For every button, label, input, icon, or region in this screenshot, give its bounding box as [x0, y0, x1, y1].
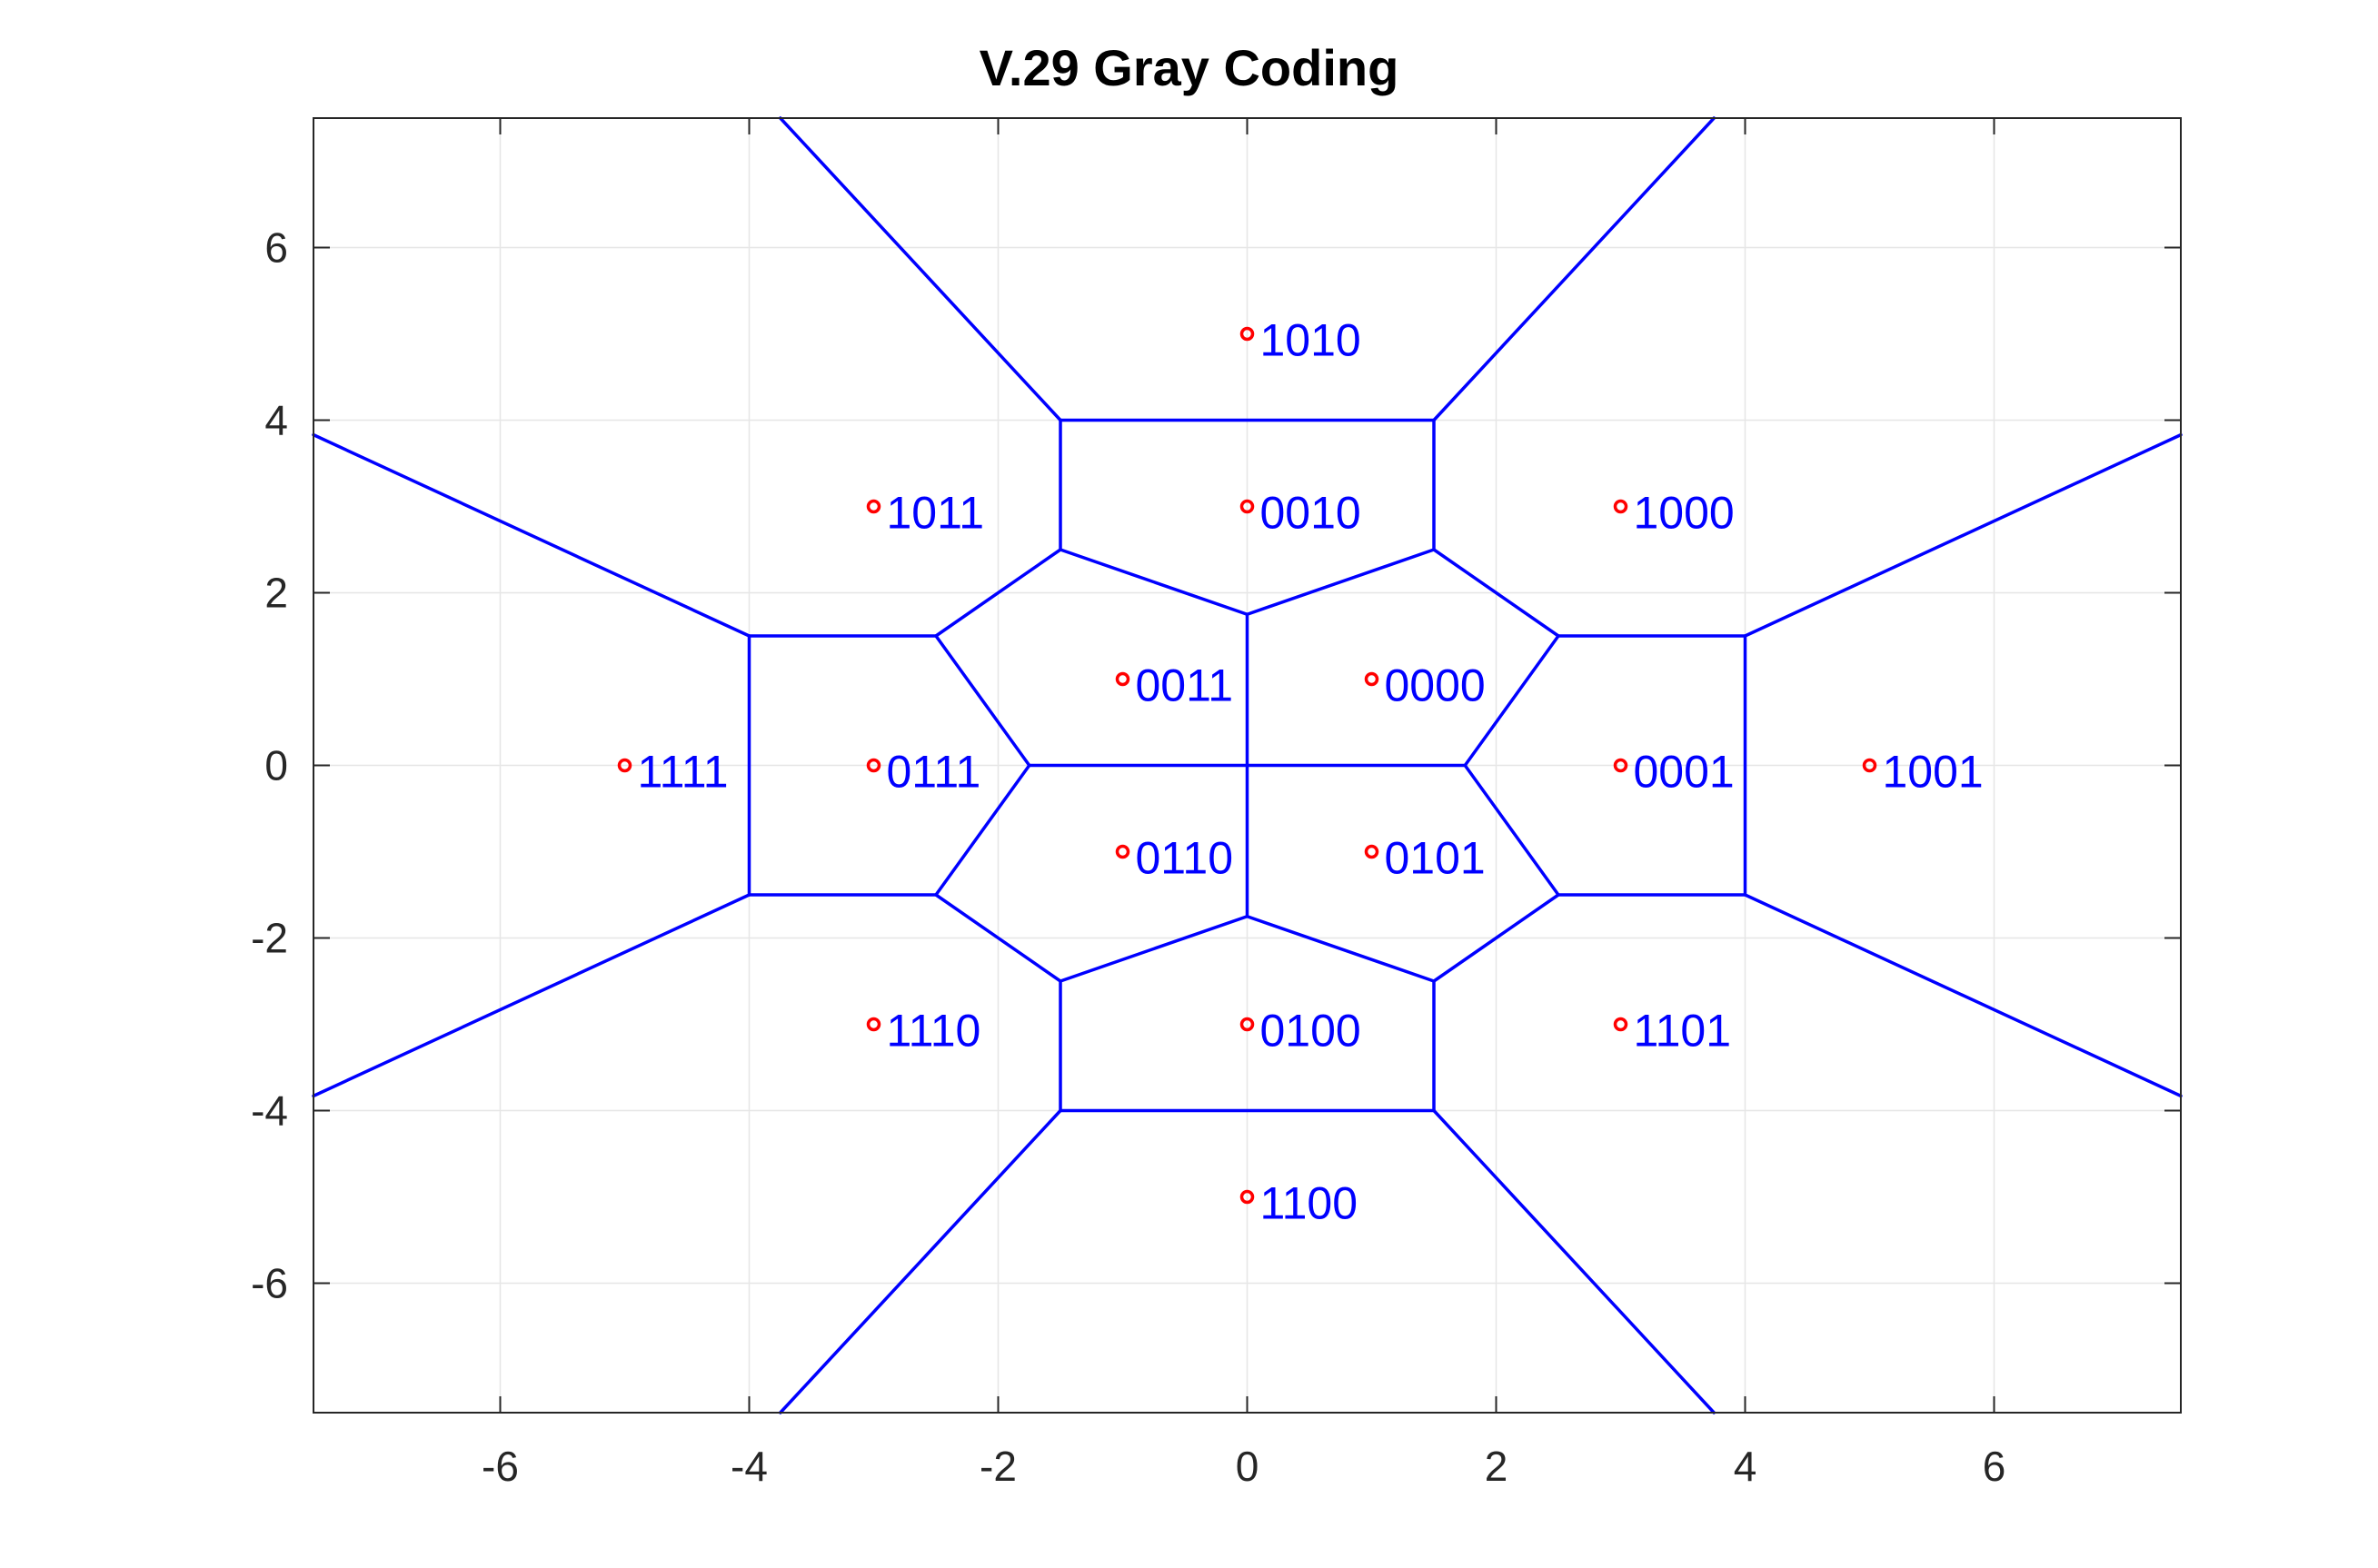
point-label: 1011 — [887, 488, 985, 539]
point-label: 0110 — [1136, 833, 1234, 884]
region-boundary — [934, 548, 1062, 638]
region-boundary — [1463, 634, 1560, 768]
x-tick-label: 2 — [1485, 1443, 1508, 1490]
region-boundary — [1743, 893, 2183, 1098]
region-boundary — [1245, 548, 1436, 616]
point-label: 1100 — [1260, 1178, 1358, 1229]
region-boundary — [1432, 893, 1560, 983]
point-label: 1000 — [1634, 488, 1735, 539]
y-tick-label: -4 — [251, 1087, 288, 1135]
y-tick-label: 0 — [264, 742, 288, 789]
constellation-point — [1239, 499, 1255, 514]
region-boundary — [1432, 1108, 1716, 1414]
region-boundary — [1059, 915, 1249, 983]
x-tick-label: -2 — [980, 1443, 1017, 1490]
constellation-point — [1239, 326, 1255, 342]
constellation-point — [1862, 758, 1877, 773]
constellation-point — [866, 1017, 881, 1032]
region-boundary — [779, 1108, 1062, 1414]
point-label: 0101 — [1385, 833, 1486, 884]
point-label: 1101 — [1634, 1006, 1732, 1057]
y-tick-label: -2 — [251, 915, 288, 962]
constellation-point — [617, 758, 632, 773]
constellation-points: 1010 1011 0010 1000 0011 0000 1111 0111 0001 1001… — [617, 315, 1984, 1229]
region-boundary — [779, 116, 1062, 422]
chart-title: V.29 Gray Coding — [979, 39, 1399, 96]
y-tick-label: -6 — [251, 1260, 288, 1307]
point-label: 0001 — [1634, 747, 1735, 798]
y-tick-label: 6 — [264, 224, 288, 272]
x-tick-label: -6 — [482, 1443, 519, 1490]
point-label: 0010 — [1260, 488, 1361, 539]
constellation-point — [866, 499, 881, 514]
point-label: 1110 — [887, 1006, 981, 1057]
region-boundary — [1432, 548, 1560, 638]
x-tick-label: 6 — [1983, 1443, 2006, 1490]
constellation-point — [1239, 1017, 1255, 1032]
decision-boundaries — [312, 116, 2183, 1414]
region-boundary — [1245, 915, 1436, 983]
constellation-point — [1115, 844, 1130, 859]
constellation-point — [1613, 758, 1628, 773]
point-label: 0000 — [1385, 660, 1486, 711]
point-label: 0111 — [887, 747, 981, 798]
constellation-point — [1115, 671, 1130, 687]
x-tick-label: 4 — [1734, 1443, 1757, 1490]
x-tick-label: -4 — [731, 1443, 768, 1490]
point-label: 1010 — [1260, 315, 1361, 366]
region-boundary — [934, 634, 1031, 768]
constellation-point — [1364, 671, 1379, 687]
region-boundary — [1743, 432, 2183, 638]
point-label: 0011 — [1136, 660, 1234, 711]
point-label: 1001 — [1883, 747, 1984, 798]
point-label: 1111 — [638, 747, 729, 798]
point-label: 0100 — [1260, 1006, 1361, 1057]
region-boundary — [312, 432, 751, 638]
axis-ticks: -6 -4 -2 0 2 4 6 -6 -4 -2 0 2 4 6 — [251, 118, 2181, 1490]
region-boundary — [1432, 116, 1716, 422]
constellation-point — [866, 758, 881, 773]
y-tick-label: 4 — [264, 397, 288, 444]
y-tick-label: 2 — [264, 570, 288, 617]
region-boundary — [312, 893, 751, 1098]
region-boundary — [934, 763, 1031, 897]
x-tick-label: 0 — [1236, 1443, 1259, 1490]
constellation-point — [1364, 844, 1379, 859]
region-boundary — [1463, 763, 1560, 897]
region-boundary — [1059, 548, 1249, 616]
constellation-point — [1613, 1017, 1628, 1032]
constellation-point — [1239, 1189, 1255, 1205]
constellation-point — [1613, 499, 1628, 514]
region-boundary — [934, 893, 1062, 983]
